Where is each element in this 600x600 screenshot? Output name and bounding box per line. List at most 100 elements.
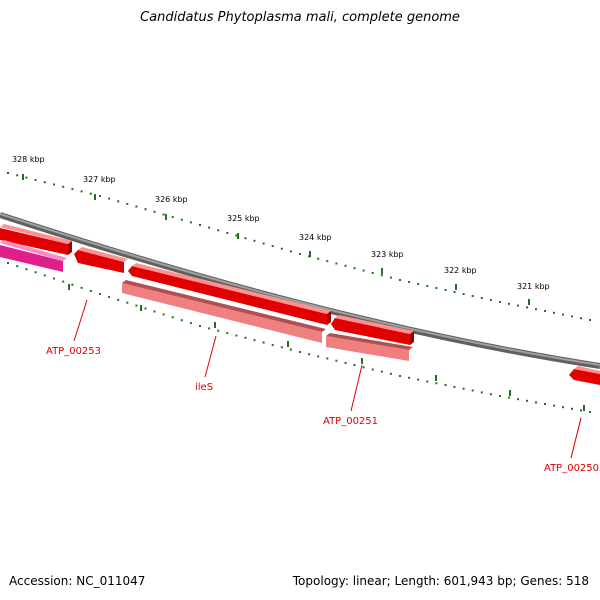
ruler-dot xyxy=(199,325,201,327)
ruler-dot xyxy=(335,359,338,362)
ruler-dot xyxy=(280,346,283,349)
ruler-dot xyxy=(589,411,591,413)
gene-feature[interactable] xyxy=(331,315,414,345)
ruler-dot xyxy=(180,218,183,221)
gene-feature[interactable] xyxy=(122,280,326,343)
ruler-dot xyxy=(135,205,138,208)
ruler-dot xyxy=(162,313,165,316)
ruler-dot xyxy=(16,265,19,268)
gene-label-atp-00250[interactable]: ATP_00250 xyxy=(544,463,599,474)
ruler-dot xyxy=(562,406,564,409)
ruler-dot xyxy=(226,332,229,335)
ruler-dot xyxy=(7,172,9,174)
ruler-dot xyxy=(99,293,101,295)
ruler-dot xyxy=(344,361,347,364)
ruler-dot xyxy=(399,375,401,377)
ruler-dot xyxy=(444,289,447,291)
ruler-dot xyxy=(7,262,9,264)
scale-labels: 328 kbp 327 kbp 326 kbp 325 kbp 324 kbp … xyxy=(12,155,550,291)
ruler-dot xyxy=(108,295,111,298)
gene-label-atp-00251[interactable]: ATP_00251 xyxy=(323,416,378,427)
ruler-dot xyxy=(89,289,92,292)
ruler-dot xyxy=(344,264,347,267)
ruler-dot xyxy=(208,327,211,330)
ruler-dot xyxy=(144,307,147,310)
ruler-dot xyxy=(89,192,92,195)
gene-feature[interactable] xyxy=(0,224,72,255)
ruler-dot xyxy=(435,287,438,289)
ruler-dot xyxy=(326,260,329,263)
genome-summary: Topology: linear; Length: 601,943 bp; Ge… xyxy=(292,574,589,588)
ruler-dot xyxy=(71,188,74,191)
ruler-dot xyxy=(271,245,274,248)
ruler-dot xyxy=(171,216,174,219)
ruler-dot xyxy=(25,176,28,179)
ruler-dot xyxy=(80,286,83,289)
ruler-dot xyxy=(444,384,447,387)
ruler-dot xyxy=(144,208,147,211)
gene-feature[interactable] xyxy=(0,240,67,272)
ruler-dot xyxy=(435,382,438,385)
ruler-dot xyxy=(380,274,383,277)
ruler-dot xyxy=(253,339,256,342)
ruler-dot xyxy=(43,274,46,277)
ruler-dot xyxy=(571,315,573,318)
ruler-dot xyxy=(399,279,401,281)
ruler-dot xyxy=(453,291,456,293)
scale-label-322: 322 kbp xyxy=(444,266,477,275)
ruler-dot xyxy=(253,239,256,242)
ruler-dot xyxy=(535,308,537,311)
ruler-dot xyxy=(362,269,365,272)
ruler-dot xyxy=(526,306,528,309)
gene-feature[interactable] xyxy=(569,366,600,385)
ruler-dot xyxy=(299,253,301,255)
ruler-dot xyxy=(34,271,37,274)
ruler-dot xyxy=(580,409,582,412)
ruler-dot xyxy=(235,234,238,237)
ruler-dot xyxy=(244,237,247,240)
ruler-dot xyxy=(25,268,28,271)
ruler-dot xyxy=(480,391,483,394)
ruler-dot xyxy=(389,372,392,375)
ruler-dot xyxy=(353,364,356,367)
ruler-dot xyxy=(408,376,411,379)
ruler-dot xyxy=(526,399,528,402)
ruler-dot xyxy=(308,353,311,356)
ruler-dot xyxy=(99,195,101,197)
gene-feature[interactable] xyxy=(326,333,413,361)
ruler-dot xyxy=(535,401,537,404)
scale-label-326: 326 kbp xyxy=(155,195,188,204)
gene-label-iles[interactable]: ileS xyxy=(195,382,213,393)
ruler-dot xyxy=(371,368,374,371)
ruler-dot xyxy=(453,385,456,388)
gene-feature[interactable] xyxy=(74,247,128,273)
ruler-dot xyxy=(289,348,292,351)
ruler-dot xyxy=(508,396,510,399)
ruler-dot xyxy=(317,257,320,260)
accession-label: Accession: NC_011047 xyxy=(9,574,146,588)
ruler-dot xyxy=(426,380,429,383)
ruler-dot xyxy=(34,178,37,181)
ruler-dot xyxy=(462,293,465,295)
ruler-dot xyxy=(380,370,383,373)
ruler-dot xyxy=(589,319,591,321)
gene-label-leader xyxy=(204,335,217,378)
ruler-dot xyxy=(326,357,329,360)
ruler-dot xyxy=(189,221,192,224)
ruler-dot xyxy=(471,389,474,392)
ruler-dot xyxy=(553,311,555,314)
scale-label-328: 328 kbp xyxy=(12,155,45,164)
ruler-dot xyxy=(353,267,356,270)
ruler-dot xyxy=(153,310,156,313)
ruler-dot xyxy=(580,317,582,320)
ruler-dot xyxy=(108,197,111,200)
ruler-dot xyxy=(53,183,55,186)
ruler-dot xyxy=(217,229,220,232)
gene-feature[interactable] xyxy=(128,263,331,325)
ruler-dot xyxy=(117,298,120,301)
gene-label-atp-00253[interactable]: ATP_00253 xyxy=(46,346,101,357)
ruler-dot xyxy=(226,231,229,234)
ruler-dot xyxy=(544,403,546,405)
scale-label-323: 323 kbp xyxy=(371,250,404,259)
ruler-dot xyxy=(235,334,238,337)
